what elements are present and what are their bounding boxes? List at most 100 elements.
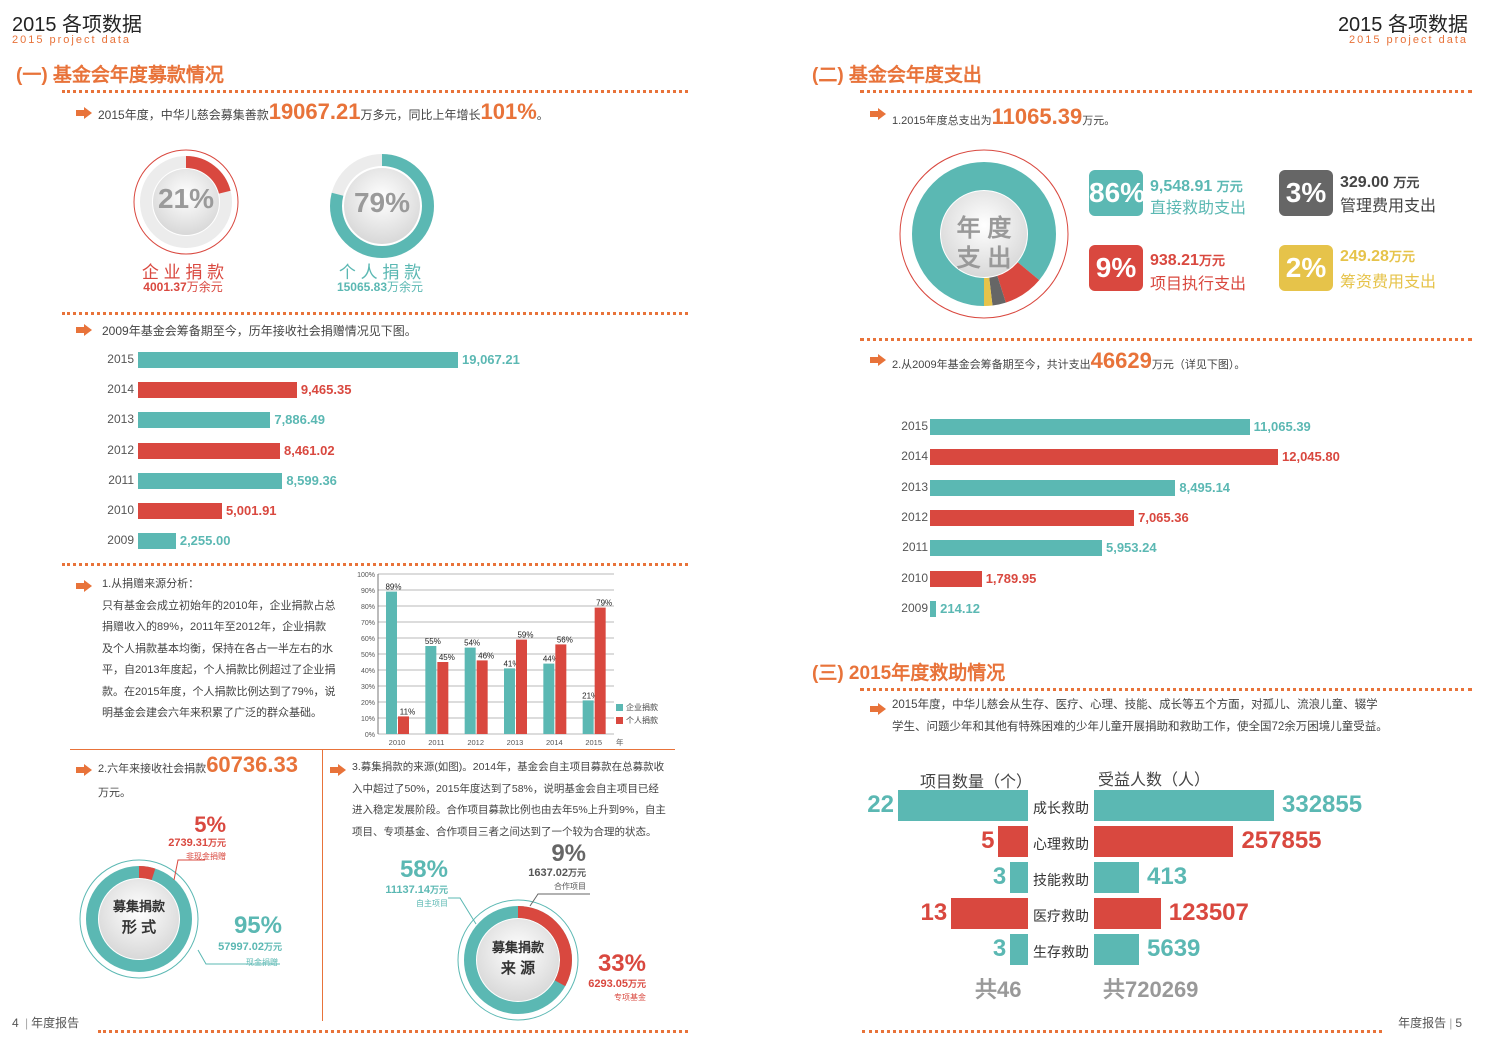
own-leader-line xyxy=(448,897,477,925)
exp-direct-label: 直接救助支出 xyxy=(1150,200,1247,217)
aid-category-label: 生存救助 xyxy=(1028,940,1094,965)
header-title-right: 2015 各项数据 xyxy=(1337,14,1468,36)
aid-category-label: 医疗救助 xyxy=(1028,904,1094,929)
bar-value-label: 5,001.91 xyxy=(225,503,277,518)
aid-total-count: 共46 xyxy=(975,977,1022,1002)
donation-ratio-chart: 0% 10% 20% 30% 40% 50% 60% 70% 80% 90% 100% 89% 11% 2… xyxy=(357,572,658,747)
expenditure-donut xyxy=(899,149,1069,319)
source-line: 捐赠收入的89%，2011年至2012年，企业捐款 xyxy=(102,621,327,633)
y-tick-label: 80% xyxy=(361,604,375,611)
ratio-bar-label: 55% xyxy=(425,637,441,646)
section-title-fundraising: (一) 基金会年度募款情况 xyxy=(16,65,224,86)
x-tick-label: 2013 xyxy=(507,738,524,747)
aid-total-people: 共720269 xyxy=(1103,977,1199,1002)
source-heading: 1.从捐赠来源分析： xyxy=(102,578,200,590)
source-line: 只有基金会成立初始年的2010年，企业捐款占总 xyxy=(102,599,336,612)
header-subtitle-right: 2015 project data xyxy=(1348,34,1468,46)
ratio-bar xyxy=(516,639,527,734)
bar-category-label: 2012 xyxy=(107,442,134,457)
aid-count-bar xyxy=(1010,862,1028,893)
source-analysis: 1.从捐赠来源分析： 只有基金会成立初始年的2010年，企业捐款占总 捐赠收入的… xyxy=(102,574,342,725)
corp-amount: 4001.37万余元 xyxy=(143,280,223,294)
x-tick-label: 2011 xyxy=(428,738,444,747)
divider-vertical xyxy=(322,749,323,1021)
bar-category-label: 2014 xyxy=(107,382,134,397)
bar xyxy=(930,479,1176,496)
exp-badge-direct: 86% xyxy=(1089,170,1145,216)
bar-category-label: 2011 xyxy=(108,472,134,487)
personal-amount: 15065.83万余元 xyxy=(336,280,424,294)
noncash-amount: 2739.31万元 xyxy=(168,837,226,849)
ratio-bar-label: 21% xyxy=(582,691,598,700)
ratio-bar xyxy=(594,607,606,734)
coop-leader-line xyxy=(529,893,590,907)
source-para-line: 入中超过了50%，2015年度达到了58%，说明基金会自主项目已经 xyxy=(352,782,659,795)
own-amount: 11137.14万元 xyxy=(385,884,448,896)
aid-category-label: 成长救助 xyxy=(1028,796,1094,821)
bar xyxy=(138,442,280,459)
aid-line: 2015年度，中华儿慈会从生存、医疗、心理、技能、成长等五个方面，对孤儿、流浪儿… xyxy=(892,699,1378,711)
aid-people-bar xyxy=(1094,862,1139,893)
aid-count-value: 5 xyxy=(981,827,995,854)
fund-amount: 6293.05万元 xyxy=(588,978,646,990)
bar xyxy=(138,472,283,489)
ratio-bar-label: 45% xyxy=(439,653,455,662)
page-number: 4 xyxy=(12,1016,19,1030)
ratio-bar-label: 89% xyxy=(385,583,401,592)
bar xyxy=(138,412,271,429)
section-title-aid: (三) 2015年度救助情况 xyxy=(812,663,1006,684)
exp-donut-slice xyxy=(912,162,1056,306)
divider xyxy=(62,312,688,315)
own-label: 自主项目 xyxy=(416,899,448,908)
ratio-bar xyxy=(464,647,476,734)
aid-people-value: 123507 xyxy=(1168,899,1249,926)
aid-count-value: 3 xyxy=(992,935,1007,962)
six-year-unit: 万元。 xyxy=(98,787,131,799)
bar-value-label: 214.12 xyxy=(940,600,980,616)
bar-value-label: 8,495.14 xyxy=(1179,479,1231,495)
ratio-bar-label: 11% xyxy=(400,707,415,716)
exp-admin-label: 管理费用支出 xyxy=(1340,198,1437,215)
aid-people-value: 257855 xyxy=(1241,827,1322,854)
coop-label: 合作项目 xyxy=(554,882,586,891)
cash-amount: 57997.02万元 xyxy=(218,941,282,953)
personal-donut xyxy=(330,154,434,258)
bar xyxy=(138,533,176,550)
aid-count-bar xyxy=(898,790,1028,821)
aid-count-bar xyxy=(951,898,1028,929)
exp-fundraising-label: 筹资费用支出 xyxy=(1340,274,1437,291)
x-tick-label: 2012 xyxy=(467,738,484,747)
aid-people-value: 5639 xyxy=(1147,935,1201,962)
y-tick-label: 20% xyxy=(361,700,375,707)
aid-people-value: 332855 xyxy=(1282,791,1363,818)
footer-text-right: 年度报告 xyxy=(1398,1016,1447,1030)
bar xyxy=(930,509,1135,526)
y-tick-label: 0% xyxy=(365,732,375,739)
bar-value-label: 7,886.49 xyxy=(274,412,325,428)
page-number-right: 5 xyxy=(1455,1016,1462,1030)
bar-value-label: 2,255.00 xyxy=(179,533,231,549)
aid-category-label: 心理救助 xyxy=(1028,832,1094,857)
aid-col-count: 项目数量（个） xyxy=(920,774,1033,791)
bar-category-label: 2015 xyxy=(107,352,134,366)
ratio-bar-label: 41% xyxy=(503,659,519,668)
bar-value-label: 8,599.36 xyxy=(286,472,337,488)
left-header: 2015 各项数据 2015 project data xyxy=(12,8,142,46)
ratio-bar xyxy=(504,668,515,734)
source-line: 明基金会建会六年来积累了广泛的群众基础。 xyxy=(102,707,322,719)
y-tick-label: 30% xyxy=(361,684,375,691)
bar-value-label: 19,067.21 xyxy=(462,352,520,367)
form-donut xyxy=(79,859,199,979)
divider xyxy=(62,90,688,93)
cash-pct: 95% xyxy=(233,912,282,939)
ratio-bar-label: 79% xyxy=(596,599,612,608)
ratio-bar xyxy=(398,716,409,734)
ratio-bar xyxy=(386,591,397,734)
form-center-1: 募集捐款 xyxy=(112,899,165,914)
ratio-bar xyxy=(437,662,449,734)
aid-people-value: 413 xyxy=(1147,863,1188,890)
legend-label: 个人捐款 xyxy=(626,715,658,725)
fundraising-intro: 2015年度，中华儿慈会募集善款19067.21万多元，同比上年增长101%。 xyxy=(98,99,549,124)
exp-project-amount: 938.21万元 xyxy=(1150,252,1225,269)
own-pct: 58% xyxy=(399,856,448,883)
